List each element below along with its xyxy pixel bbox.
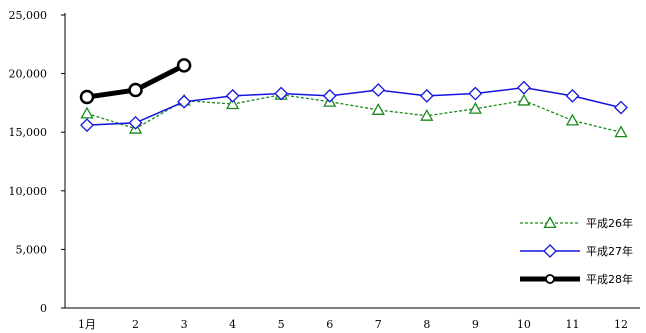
triangle-marker <box>565 113 580 126</box>
legend-item: 平成26年 <box>520 216 633 230</box>
x-tick-label: 1月 <box>78 318 96 331</box>
circle-marker <box>79 89 95 105</box>
diamond-marker <box>468 86 483 101</box>
series-layer <box>79 58 628 138</box>
triangle-marker <box>420 108 434 121</box>
x-tick-label: 5 <box>278 318 285 331</box>
diamond-marker <box>371 83 386 97</box>
x-tick-label: 12 <box>614 318 628 331</box>
axes: 0 5,000 10,000 15,000 20,000 25,000 1月 2 3 4 5 6 7 8 9… <box>9 9 640 331</box>
diamond-marker <box>225 88 240 103</box>
diamond-marker <box>516 80 531 95</box>
series-3 <box>79 58 192 105</box>
legend-item: 平成27年 <box>520 244 633 258</box>
diamond-marker <box>322 88 337 103</box>
y-tick-label: 10,000 <box>9 185 48 198</box>
legend-label: 平成26年 <box>586 216 633 230</box>
x-tick-label: 11 <box>565 318 579 331</box>
x-tick-label: 7 <box>375 318 382 331</box>
triangle-marker <box>517 93 531 106</box>
y-tick-label: 15,000 <box>9 126 48 139</box>
diamond-marker <box>543 244 557 258</box>
triangle-marker <box>468 101 482 114</box>
circle-marker <box>128 82 143 98</box>
series-line <box>86 94 622 133</box>
series-line <box>86 86 622 126</box>
legend-circle-marker <box>545 274 555 284</box>
legend-label: 平成28年 <box>586 272 633 286</box>
y-tick-label: 0 <box>40 302 47 315</box>
x-tick-label: 3 <box>181 318 188 331</box>
x-tick-label: 4 <box>229 318 236 331</box>
series-2 <box>80 80 628 133</box>
series-1 <box>80 87 628 138</box>
diamond-marker <box>128 115 143 130</box>
x-tick-label: 6 <box>326 318 333 331</box>
diamond-marker <box>614 100 628 115</box>
y-tick-label: 20,000 <box>9 68 48 81</box>
x-tick-label: 8 <box>423 318 430 331</box>
diamond-marker <box>565 88 580 103</box>
diamond-marker <box>274 86 289 101</box>
triangle-marker <box>226 97 240 110</box>
circle-marker <box>176 58 192 73</box>
diamond-marker <box>419 88 434 103</box>
triangle-marker <box>371 103 385 115</box>
triangle-marker <box>80 106 94 119</box>
x-tick-label: 2 <box>132 318 139 331</box>
triangle-marker <box>543 216 557 229</box>
triangle-marker <box>614 125 628 138</box>
diamond-marker <box>80 118 94 133</box>
legend-label: 平成27年 <box>586 244 633 258</box>
y-tick-label: 5,000 <box>16 243 48 256</box>
diamond-marker <box>177 94 192 109</box>
x-tick-label: 10 <box>517 318 531 331</box>
y-tick-label: 25,000 <box>9 9 48 22</box>
legend-item: 平成28年 <box>520 272 633 286</box>
x-tick-label: 9 <box>472 318 479 331</box>
